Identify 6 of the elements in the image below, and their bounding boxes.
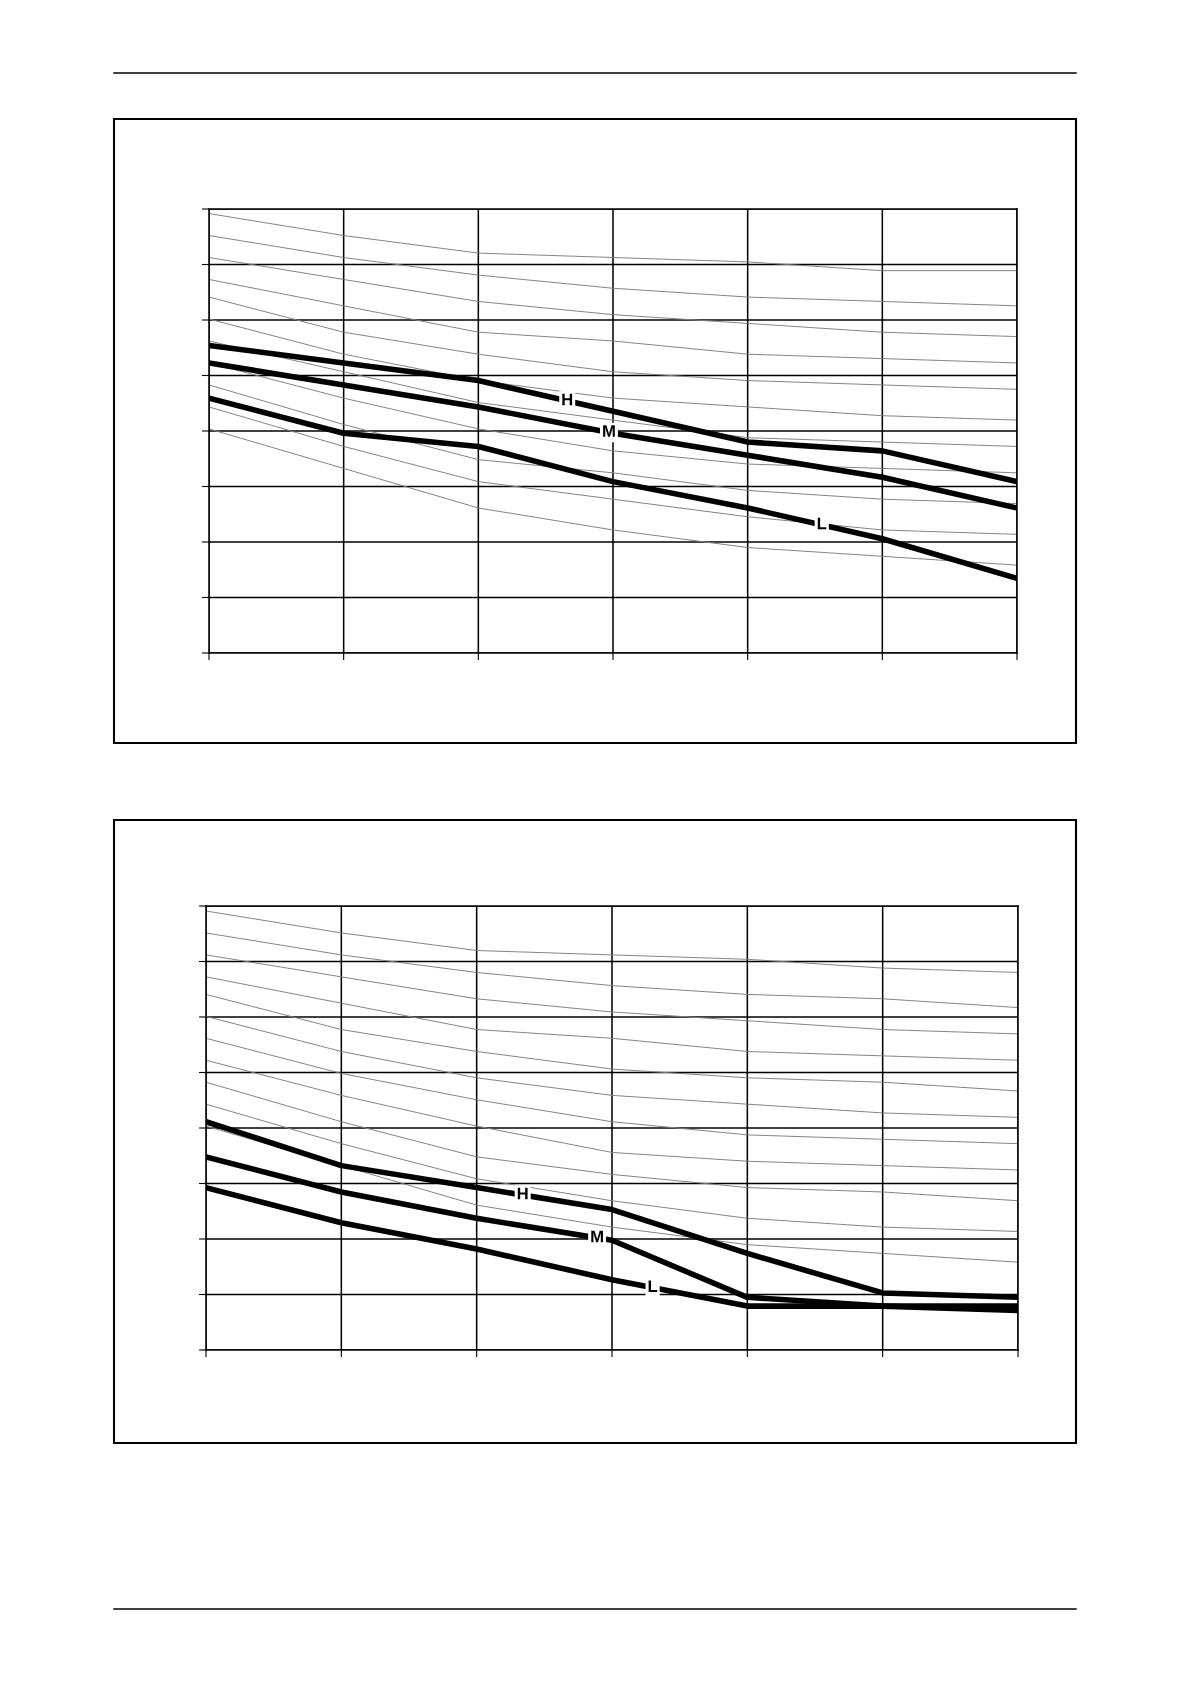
series-label: L	[817, 517, 827, 530]
series-label: L	[648, 1280, 658, 1292]
series-label: H	[517, 1187, 528, 1200]
series-label: M	[591, 1230, 603, 1243]
series-label: H	[562, 393, 573, 406]
series-label: M	[603, 425, 615, 437]
